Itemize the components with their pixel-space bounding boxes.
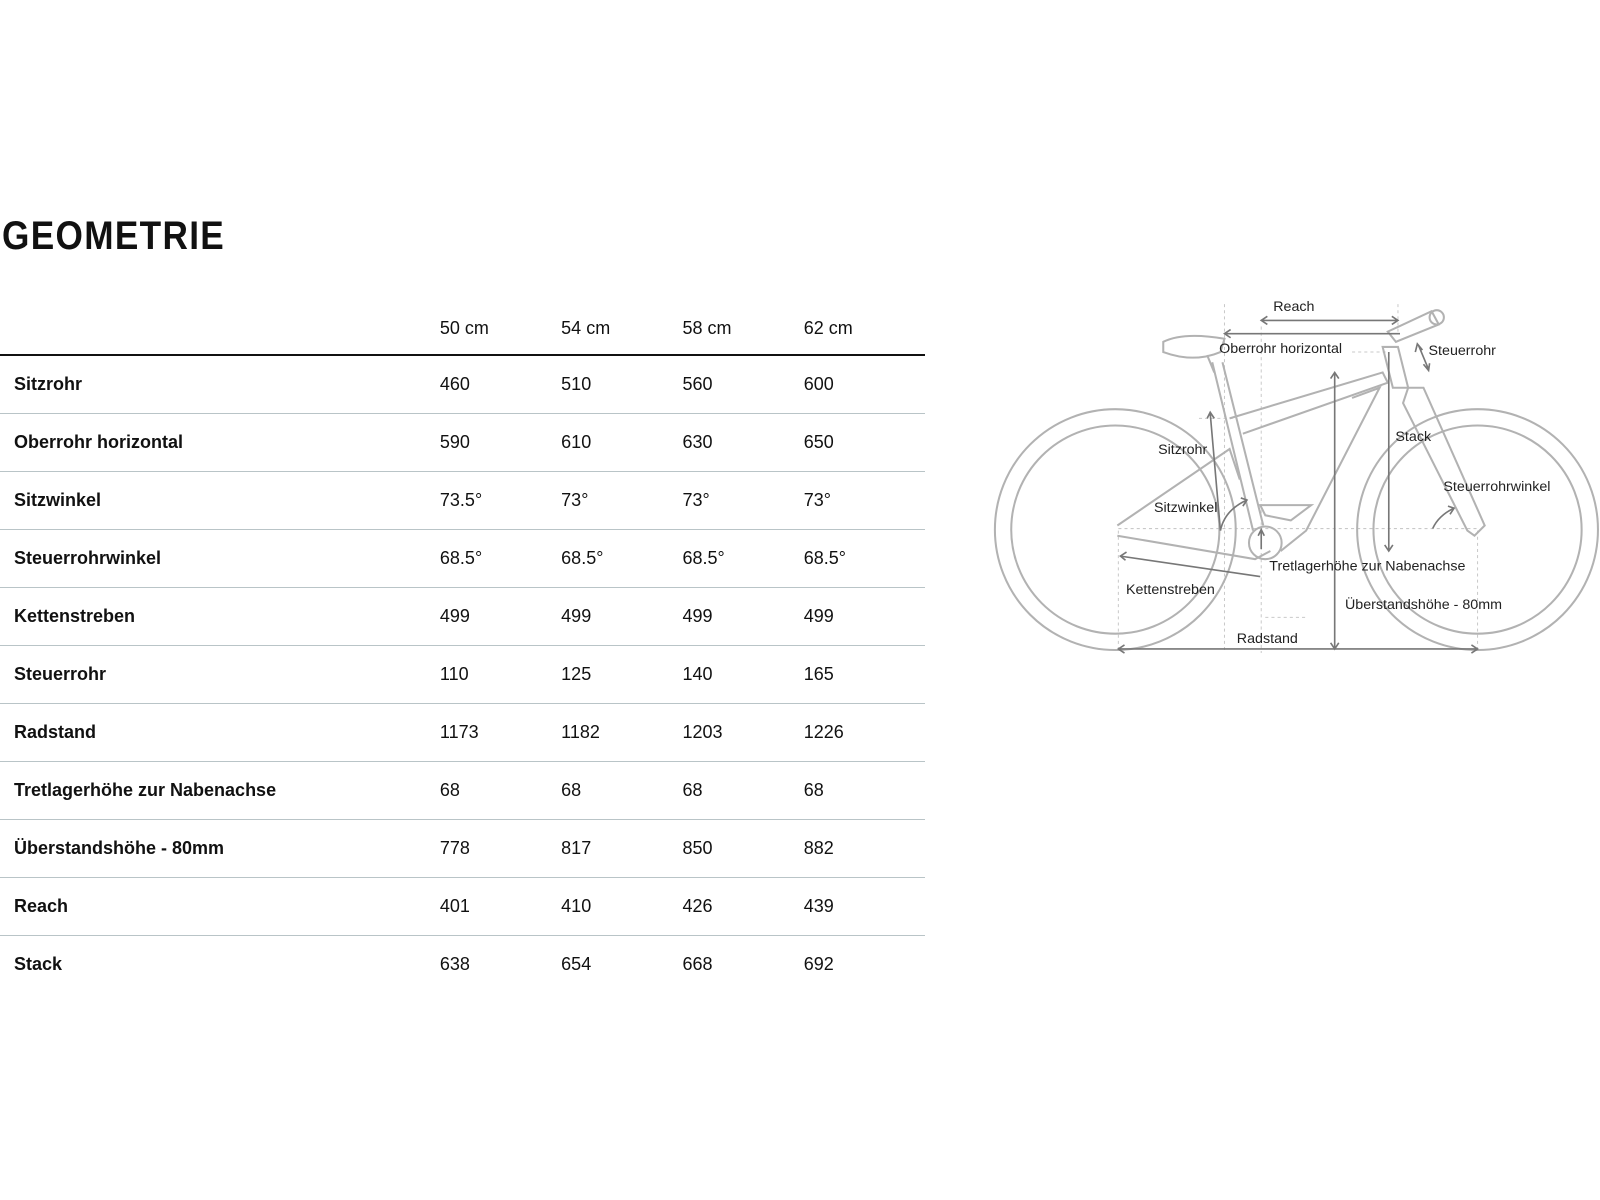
- label-reach: Reach: [1273, 299, 1314, 315]
- label-kettenstreben: Kettenstreben: [1126, 582, 1215, 598]
- row-value: 73°: [803, 471, 925, 530]
- row-value: 410: [561, 877, 683, 936]
- front-rim: [1372, 424, 1583, 635]
- row-value: 165: [803, 645, 925, 704]
- row-value: 68: [561, 761, 683, 820]
- table-row: Reach 401 410 426 439: [0, 877, 925, 936]
- table-row: Stack 638 654 668 692: [0, 936, 925, 994]
- table-row: Steuerrohrwinkel 68.5° 68.5° 68.5° 68.5°: [0, 529, 925, 588]
- row-value: 692: [803, 954, 834, 974]
- row-value: 610: [561, 413, 683, 472]
- label-radstand: Radstand: [1237, 631, 1298, 647]
- label-tretlager: Tretlagerhöhe zur Nabenachse: [1269, 558, 1465, 574]
- geometry-table: 50 cm 54 cm 58 cm 62 cm Sitzrohr 460 510 56…: [0, 302, 925, 993]
- row-value: 499: [561, 587, 683, 646]
- row-value: 590: [439, 413, 562, 472]
- row-value: 1203: [682, 703, 804, 762]
- row-value: 73°: [561, 471, 683, 530]
- table-row: Überstandshöhe - 80mm 778 817 850 882: [0, 819, 925, 878]
- row-value: 73°: [682, 471, 804, 530]
- row-value: 510: [561, 355, 683, 414]
- table-row: Sitzrohr 460 510 560 600: [0, 355, 925, 414]
- column-header: 54 cm: [561, 302, 683, 356]
- row-value: 68.5°: [803, 529, 925, 588]
- row-label: Sitzwinkel: [0, 471, 440, 530]
- row-value: 426: [682, 877, 804, 936]
- label-sitzwinkel: Sitzwinkel: [1154, 500, 1217, 516]
- row-label: Tretlagerhöhe zur Nabenachse: [0, 761, 440, 820]
- row-value: 638: [439, 954, 470, 974]
- column-header: 50 cm: [439, 302, 562, 356]
- row-value: 668: [682, 954, 713, 974]
- header-empty: [0, 302, 440, 356]
- row-label: Oberrohr horizontal: [0, 413, 440, 472]
- row-value: 1182: [561, 703, 683, 762]
- row-value: 650: [803, 413, 925, 472]
- row-value: 1226: [803, 703, 925, 762]
- row-value: 778: [439, 819, 562, 878]
- row-value: 68: [439, 761, 562, 820]
- row-value: 439: [803, 877, 925, 936]
- row-value: 499: [439, 587, 562, 646]
- row-label: Radstand: [0, 703, 440, 762]
- row-label: Steuerrohr: [0, 645, 440, 704]
- row-value: 560: [682, 355, 804, 414]
- row-value: 68.5°: [682, 529, 804, 588]
- table-row: Oberrohr horizontal 590 610 630 650: [0, 413, 925, 472]
- row-value: 850: [682, 819, 804, 878]
- column-header: 62 cm: [803, 302, 925, 356]
- row-value: 68: [803, 761, 925, 820]
- row-label: Kettenstreben: [0, 587, 440, 646]
- rear-wheel: [993, 408, 1237, 652]
- table-row: Tretlagerhöhe zur Nabenachse 68 68 68 68: [0, 761, 925, 820]
- row-value: 499: [803, 587, 925, 646]
- label-steuerrohr: Steuerrohr: [1429, 343, 1497, 359]
- rear-rim: [1010, 424, 1221, 635]
- table-header-row: 50 cm 54 cm 58 cm 62 cm: [0, 302, 925, 356]
- row-label: Sitzrohr: [0, 355, 440, 414]
- label-ueberstand: Überstandshöhe - 80mm: [1345, 595, 1502, 613]
- row-value: 68.5°: [561, 529, 683, 588]
- table-row: Steuerrohr 110 125 140 165: [0, 645, 925, 704]
- label-steuerrohrwinkel: Steuerrohrwinkel: [1443, 479, 1550, 495]
- row-value: 600: [803, 355, 925, 414]
- row-value: 73.5°: [439, 471, 562, 530]
- label-stack: Stack: [1395, 429, 1432, 445]
- dimension-arrows: [1116, 315, 1480, 654]
- front-wheel: [1356, 408, 1599, 652]
- row-label: Überstandshöhe - 80mm: [0, 819, 440, 878]
- bike-frame: [1116, 309, 1486, 561]
- row-value: 125: [561, 645, 683, 704]
- row-value: 630: [682, 413, 804, 472]
- row-value: 817: [561, 819, 683, 878]
- label-sitzrohr: Sitzrohr: [1158, 442, 1207, 458]
- row-value: 68.5°: [439, 529, 562, 588]
- table-row: Radstand 1173 1182 1203 1226: [0, 703, 925, 762]
- page-title: GEOMETRIE: [2, 214, 226, 258]
- table-row: Sitzwinkel 73.5° 73° 73° 73°: [0, 471, 925, 530]
- row-value: 654: [561, 954, 592, 974]
- row-value: 460: [439, 355, 562, 414]
- row-value: 401: [439, 877, 562, 936]
- row-label: Steuerrohrwinkel: [0, 529, 440, 588]
- label-oberrohr: Oberrohr horizontal: [1219, 341, 1342, 357]
- row-label: Stack: [14, 954, 63, 974]
- column-header: 58 cm: [682, 302, 804, 356]
- row-value: 68: [682, 761, 804, 820]
- row-value: 882: [803, 819, 925, 878]
- row-value: 140: [682, 645, 804, 704]
- row-value: 110: [439, 645, 562, 704]
- row-value: 499: [682, 587, 804, 646]
- row-value: 1173: [439, 703, 562, 762]
- table-row: Kettenstreben 499 499 499 499: [0, 587, 925, 646]
- row-label: Reach: [0, 877, 440, 936]
